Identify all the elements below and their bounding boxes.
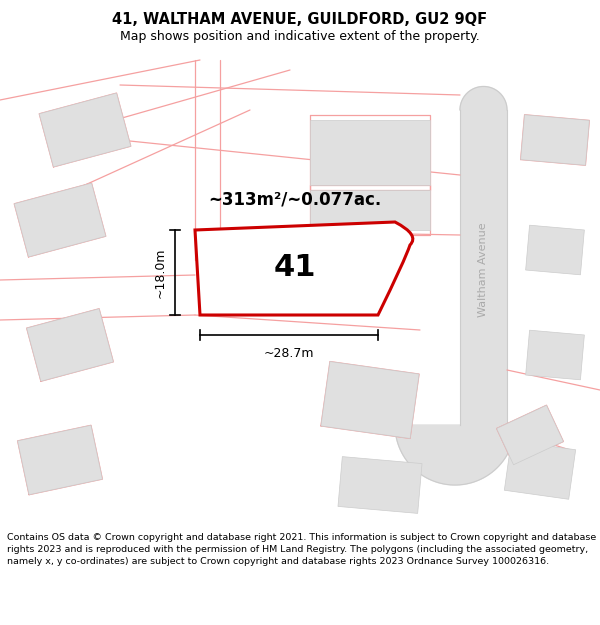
Polygon shape [310,120,430,185]
Text: Map shows position and indicative extent of the property.: Map shows position and indicative extent… [120,30,480,43]
Polygon shape [526,225,584,275]
Polygon shape [321,361,419,439]
Polygon shape [521,115,589,165]
Polygon shape [395,425,515,485]
Text: ~28.7m: ~28.7m [264,347,314,360]
Polygon shape [17,425,103,495]
Text: Waltham Avenue: Waltham Avenue [479,222,488,318]
Polygon shape [460,86,507,110]
Polygon shape [14,183,106,257]
Polygon shape [497,405,563,465]
Polygon shape [310,190,430,230]
Polygon shape [26,309,113,381]
Text: ~313m²/~0.077ac.: ~313m²/~0.077ac. [208,191,382,209]
Polygon shape [338,457,422,513]
Text: Contains OS data © Crown copyright and database right 2021. This information is : Contains OS data © Crown copyright and d… [7,533,596,566]
Polygon shape [526,330,584,380]
Text: 41: 41 [274,254,316,282]
Text: ~18.0m: ~18.0m [154,248,167,298]
PathPatch shape [195,222,413,315]
Polygon shape [39,93,131,167]
Polygon shape [505,441,575,499]
Text: 41, WALTHAM AVENUE, GUILDFORD, GU2 9QF: 41, WALTHAM AVENUE, GUILDFORD, GU2 9QF [112,12,488,27]
Polygon shape [460,110,507,425]
